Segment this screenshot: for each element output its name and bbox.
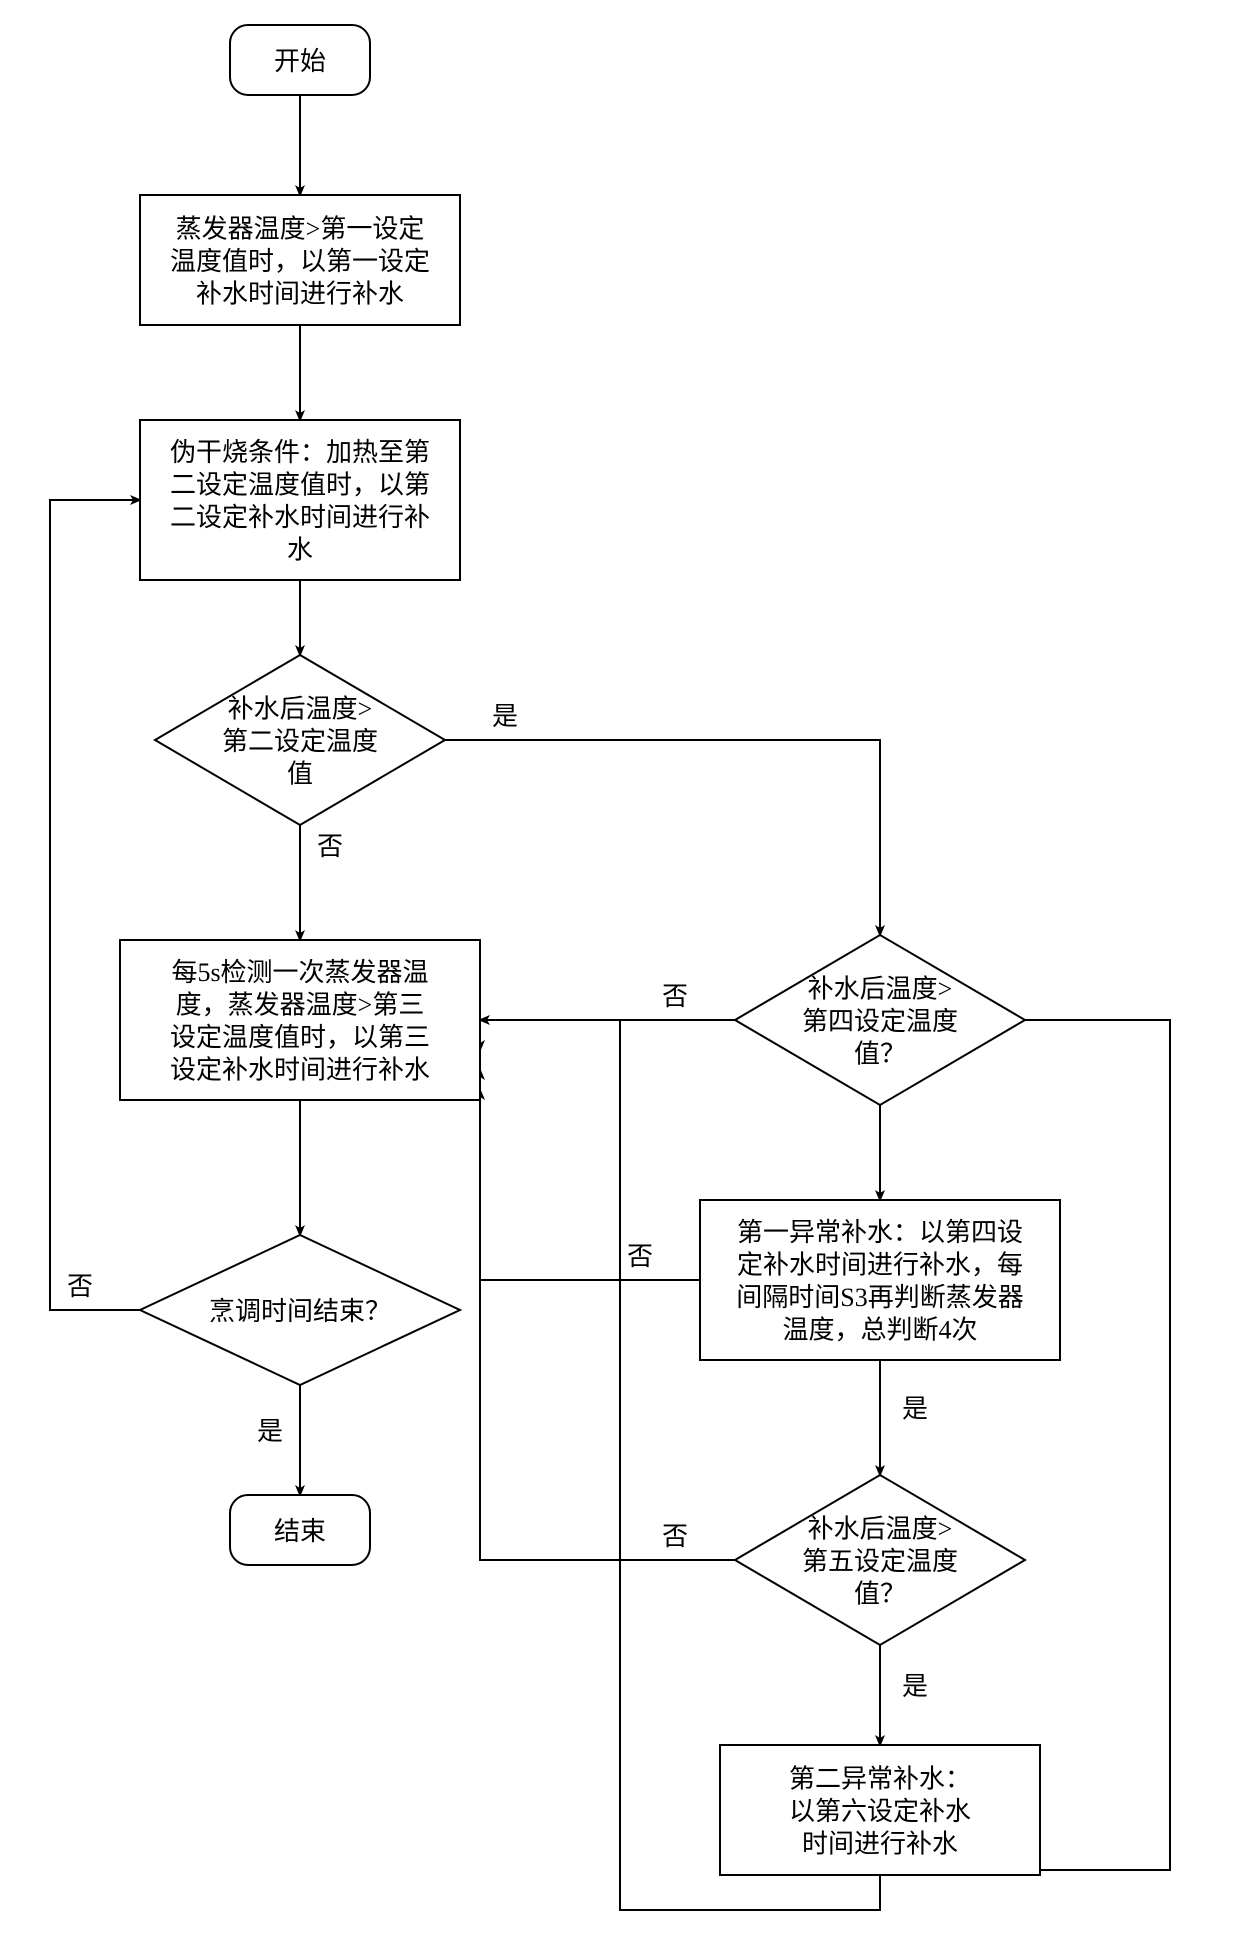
svg-text:补水后温度>: 补水后温度> bbox=[228, 694, 373, 723]
edge-label-9: 是 bbox=[902, 1395, 928, 1424]
svg-text:值: 值 bbox=[287, 759, 313, 788]
edge-label-10: 是 bbox=[902, 1672, 928, 1701]
svg-text:第五设定温度: 第五设定温度 bbox=[802, 1547, 958, 1576]
svg-text:第二异常补水：: 第二异常补水： bbox=[789, 1764, 971, 1793]
svg-text:定补水时间进行补水，每: 定补水时间进行补水，每 bbox=[737, 1251, 1023, 1280]
svg-text:蒸发器温度>第一设定: 蒸发器温度>第一设定 bbox=[176, 214, 425, 243]
svg-text:二设定温度值时，以第: 二设定温度值时，以第 bbox=[170, 471, 430, 500]
svg-text:第一异常补水：以第四设: 第一异常补水：以第四设 bbox=[737, 1218, 1023, 1247]
edge-13 bbox=[480, 1070, 735, 1560]
edge-label-7: 否 bbox=[662, 982, 688, 1011]
node-s4: 第一异常补水：以第四设定补水时间进行补水，每间隔时间S3再判断蒸发器温度，总判断… bbox=[700, 1200, 1060, 1360]
svg-text:温度，总判断4次: 温度，总判断4次 bbox=[782, 1316, 977, 1345]
node-d1: 补水后温度> 第二设定温度值 bbox=[155, 655, 445, 825]
edge-label-3: 否 bbox=[317, 832, 343, 861]
edge-label-14: 否 bbox=[627, 1242, 653, 1271]
svg-text:二设定补水时间进行补: 二设定补水时间进行补 bbox=[170, 503, 430, 532]
node-end: 结束 bbox=[230, 1495, 370, 1565]
node-s3: 每5s检测一次蒸发器温度，蒸发器温度>第三设定温度值时，以第三设定补水时间进行补… bbox=[120, 940, 480, 1100]
edge-label-6: 是 bbox=[492, 702, 518, 731]
svg-text:伪干烧条件：加热至第: 伪干烧条件：加热至第 bbox=[170, 438, 430, 467]
node-s1: 蒸发器温度>第一设定温度值时，以第一设定补水时间进行补水 bbox=[140, 195, 460, 325]
svg-text:补水后温度>: 补水后温度> bbox=[808, 1514, 953, 1543]
svg-text:水: 水 bbox=[287, 536, 313, 565]
svg-text:第四设定温度: 第四设定温度 bbox=[802, 1007, 958, 1036]
svg-text:设定温度值时，以第三: 设定温度值时，以第三 bbox=[170, 1023, 430, 1052]
svg-text:每5s检测一次蒸发器温: 每5s检测一次蒸发器温 bbox=[171, 958, 428, 987]
flowchart-canvas: 开始蒸发器温度>第一设定温度值时，以第一设定补水时间进行补水伪干烧条件：加热至第… bbox=[0, 0, 1240, 1960]
edge-label-11: 否 bbox=[67, 1272, 93, 1301]
node-d4: 补水后温度> 第五设定温度值？ bbox=[735, 1475, 1025, 1645]
nodes-layer: 开始蒸发器温度>第一设定温度值时，以第一设定补水时间进行补水伪干烧条件：加热至第… bbox=[120, 25, 1060, 1875]
edge-6 bbox=[445, 740, 880, 935]
edge-label-5: 是 bbox=[257, 1417, 283, 1446]
node-s2: 伪干烧条件：加热至第二设定温度值时，以第二设定补水时间进行补水 bbox=[140, 420, 460, 580]
svg-text:烹调时间结束？: 烹调时间结束？ bbox=[209, 1297, 391, 1326]
edge-14 bbox=[480, 1090, 700, 1280]
svg-text:值？: 值？ bbox=[854, 1039, 906, 1068]
edge-label-13: 否 bbox=[662, 1522, 688, 1551]
node-d3: 补水后温度> 第四设定温度值？ bbox=[735, 935, 1025, 1105]
svg-text:温度值时，以第一设定: 温度值时，以第一设定 bbox=[170, 247, 430, 276]
svg-text:以第六设定补水: 以第六设定补水 bbox=[789, 1797, 971, 1826]
svg-text:补水后温度>: 补水后温度> bbox=[808, 974, 953, 1003]
svg-text:设定补水时间进行补水: 设定补水时间进行补水 bbox=[170, 1056, 430, 1085]
edge-11 bbox=[50, 500, 140, 1310]
svg-text:时间进行补水: 时间进行补水 bbox=[802, 1829, 958, 1858]
svg-text:补水时间进行补水: 补水时间进行补水 bbox=[196, 279, 404, 308]
svg-text:值？: 值？ bbox=[854, 1579, 906, 1608]
node-start: 开始 bbox=[230, 25, 370, 95]
node-s5: 第二异常补水： 以第六设定补水时间进行补水 bbox=[720, 1745, 1040, 1875]
svg-text:第二设定温度: 第二设定温度 bbox=[222, 727, 378, 756]
svg-text:结束: 结束 bbox=[274, 1517, 326, 1546]
svg-text:间隔时间S3再判断蒸发器: 间隔时间S3再判断蒸发器 bbox=[736, 1283, 1023, 1312]
node-d2: 烹调时间结束？ bbox=[140, 1235, 460, 1385]
svg-text:度，蒸发器温度>第三: 度，蒸发器温度>第三 bbox=[176, 991, 425, 1020]
svg-text:开始: 开始 bbox=[274, 47, 326, 76]
